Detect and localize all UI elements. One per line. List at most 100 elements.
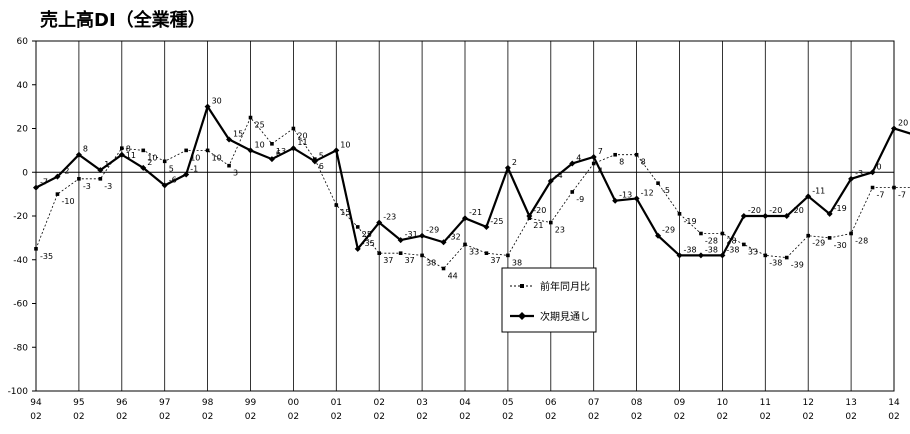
point-outlook-31: [697, 252, 704, 259]
x-tick-sub-08: 02: [631, 412, 642, 422]
point-outlook-18: [419, 232, 426, 239]
data-label-yoy-25: -9: [576, 195, 584, 204]
data-label-outlook-14: 10: [340, 140, 350, 149]
point-outlook-6: [161, 182, 168, 189]
point-yoy-12: [291, 126, 296, 131]
legend-label-outlook: 次期見通し: [540, 310, 590, 323]
point-outlook-19: [440, 239, 447, 246]
point-outlook-9: [226, 136, 233, 143]
data-label-yoy-13: 6: [319, 162, 324, 171]
point-yoy-8: [205, 148, 210, 153]
point-yoy-31: [699, 231, 703, 236]
point-yoy-18: [420, 253, 424, 258]
x-tick-year-99: 99: [245, 398, 257, 408]
data-label-yoy-28: 8: [641, 158, 646, 167]
data-label-yoy-9: 3: [233, 169, 238, 178]
x-tick-year-11: 11: [760, 398, 771, 408]
data-label-outlook-21: -25: [490, 217, 503, 226]
data-label-yoy-32: 28: [726, 237, 736, 246]
data-label-yoy-33: 33: [748, 247, 758, 256]
x-tick-sub-03: 02: [416, 412, 427, 422]
point-outlook-12: [290, 145, 297, 152]
y-tick--80: -80: [13, 343, 28, 353]
point-yoy-16: [377, 251, 381, 255]
point-outlook-33: [740, 213, 747, 219]
data-label-yoy-17: 37: [405, 256, 415, 265]
x-tick-year-12: 12: [802, 398, 813, 408]
data-label-yoy-34: -38: [769, 258, 782, 267]
point-outlook-20: [462, 215, 468, 222]
data-label-outlook-24: -4: [555, 171, 563, 180]
x-tick-year-02: 02: [373, 398, 384, 408]
data-label-yoy-26: 4: [598, 167, 603, 176]
x-tick-year-08: 08: [631, 398, 643, 408]
point-outlook-25: [569, 160, 576, 167]
point-yoy-2: [77, 177, 81, 181]
x-tick-sub-97: 02: [159, 412, 170, 422]
data-label-outlook-33: -20: [748, 206, 761, 215]
point-yoy-3: [98, 177, 103, 181]
data-label-outlook-26: 7: [598, 147, 603, 156]
point-yoy-9: [227, 163, 231, 168]
point-outlook-2: [75, 151, 82, 158]
x-tick-sub-96: 02: [116, 412, 127, 422]
data-label-outlook-1: -2: [62, 167, 70, 176]
data-label-outlook-37: -19: [834, 204, 847, 213]
x-tick-sub-13: 02: [845, 412, 856, 422]
data-label-outlook-7: -1: [190, 164, 198, 173]
data-label-yoy-0: -35: [40, 252, 53, 261]
data-label-outlook-16: -23: [383, 213, 396, 222]
data-label-yoy-21: 37: [490, 256, 500, 265]
point-outlook-28: [633, 195, 640, 202]
data-label-yoy-18: 38: [426, 258, 436, 267]
point-outlook-35: [783, 213, 790, 219]
data-label-yoy-15: 25: [362, 230, 372, 239]
data-label-outlook-5: 2: [147, 158, 152, 167]
point-yoy-28: [634, 152, 639, 157]
point-yoy-5: [141, 148, 146, 153]
x-tick-sub-05: 02: [502, 412, 513, 422]
point-yoy-37: [827, 236, 832, 240]
data-label-outlook-27: -13: [619, 191, 632, 200]
data-label-outlook-17: -31: [405, 230, 418, 239]
point-yoy-21: [484, 251, 489, 255]
point-yoy-22: [506, 253, 510, 258]
x-tick-sub-06: 02: [545, 412, 556, 422]
point-outlook-11: [268, 156, 275, 163]
point-outlook-36: [805, 193, 812, 200]
data-label-outlook-18: -29: [426, 226, 439, 235]
point-outlook-15: [354, 245, 361, 252]
y-tick--100: -100: [8, 387, 29, 397]
x-tick-year-98: 98: [202, 398, 214, 408]
data-label-outlook-31: -38: [705, 245, 718, 254]
data-label-outlook-40: 20: [898, 119, 908, 128]
data-label-yoy-22: 38: [512, 258, 522, 267]
legend-marker-outlook: [518, 312, 526, 320]
point-yoy-20: [463, 242, 467, 247]
point-outlook-14: [333, 147, 340, 154]
point-yoy-26: [591, 161, 596, 166]
data-label-outlook-23: -20: [533, 206, 546, 215]
x-tick-year-95: 95: [73, 398, 84, 408]
data-label-yoy-12: 20: [297, 132, 307, 141]
point-yoy-36: [806, 233, 810, 238]
legend-label-yoy: 前年同月比: [540, 280, 590, 293]
data-label-yoy-31: -28: [705, 237, 718, 246]
y-tick-0: 0: [22, 168, 28, 178]
y-tick--40: -40: [13, 256, 28, 266]
point-yoy-17: [398, 251, 403, 255]
data-label-outlook-4: 8: [126, 145, 131, 154]
data-label-yoy-38: -28: [855, 237, 868, 246]
data-label-outlook-19: -32: [448, 232, 461, 241]
x-tick-sub-14: 02: [888, 412, 899, 422]
point-outlook-7: [183, 171, 190, 178]
y-tick-60: 60: [17, 37, 29, 47]
y-tick--60: -60: [13, 300, 28, 310]
x-tick-year-96: 96: [116, 398, 128, 408]
x-tick-year-06: 06: [545, 398, 557, 408]
x-tick-year-94: 94: [30, 398, 42, 408]
x-tick-sub-94: 02: [30, 412, 41, 422]
point-yoy-35: [784, 255, 789, 260]
data-label-yoy-40: -7: [898, 191, 906, 200]
